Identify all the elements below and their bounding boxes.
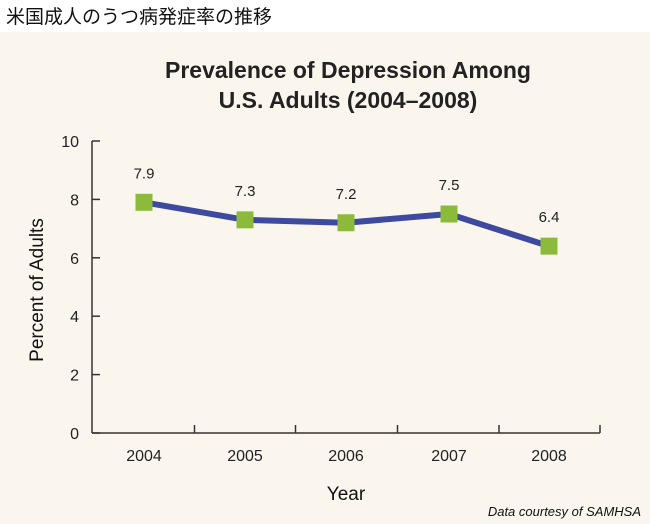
x-tick-label-2006: 2006 [328, 448, 364, 465]
y-tick-label-6: 6 [70, 251, 79, 268]
x-tick-label-2005: 2005 [227, 448, 263, 465]
data-point-2008 [540, 237, 558, 255]
x-tick-label-2007: 2007 [431, 448, 467, 465]
x-tick-label-2004: 2004 [126, 448, 162, 465]
chart-panel [0, 32, 650, 524]
y-tick-label-0: 0 [70, 426, 79, 443]
y-tick-label-10: 10 [61, 134, 79, 151]
y-axis-ticks: 0 2 4 6 8 10 [61, 134, 100, 443]
data-point-2007 [440, 205, 458, 223]
series-group: 7.9 7.3 7.2 7.5 6.4 [134, 165, 560, 255]
data-point-2005 [236, 211, 254, 229]
data-label-2005: 7.3 [235, 183, 256, 200]
x-axis-ticks: 2004 2005 2006 2007 2008 [126, 425, 601, 465]
data-label-2004: 7.9 [134, 165, 155, 182]
chart-title-line-1: Prevalence of Depression Among [165, 57, 531, 83]
axes [91, 141, 600, 434]
data-credit: Data courtesy of SAMHSA [488, 504, 641, 519]
data-point-2006 [337, 214, 355, 232]
y-tick-label-4: 4 [70, 309, 79, 326]
data-point-2004 [135, 193, 153, 211]
data-label-2007: 7.5 [439, 177, 460, 194]
page-heading: 米国成人のうつ病発症率の推移 [6, 6, 273, 28]
data-label-2008: 6.4 [539, 209, 560, 226]
x-tick-label-2008: 2008 [531, 448, 567, 465]
y-tick-label-8: 8 [70, 192, 79, 209]
y-tick-label-2: 2 [70, 368, 79, 385]
x-axis-title: Year [327, 484, 366, 505]
data-label-2006: 7.2 [336, 186, 357, 203]
y-axis-title: Percent of Adults [27, 218, 48, 362]
chart-title-line-2: U.S. Adults (2004–2008) [219, 87, 478, 113]
